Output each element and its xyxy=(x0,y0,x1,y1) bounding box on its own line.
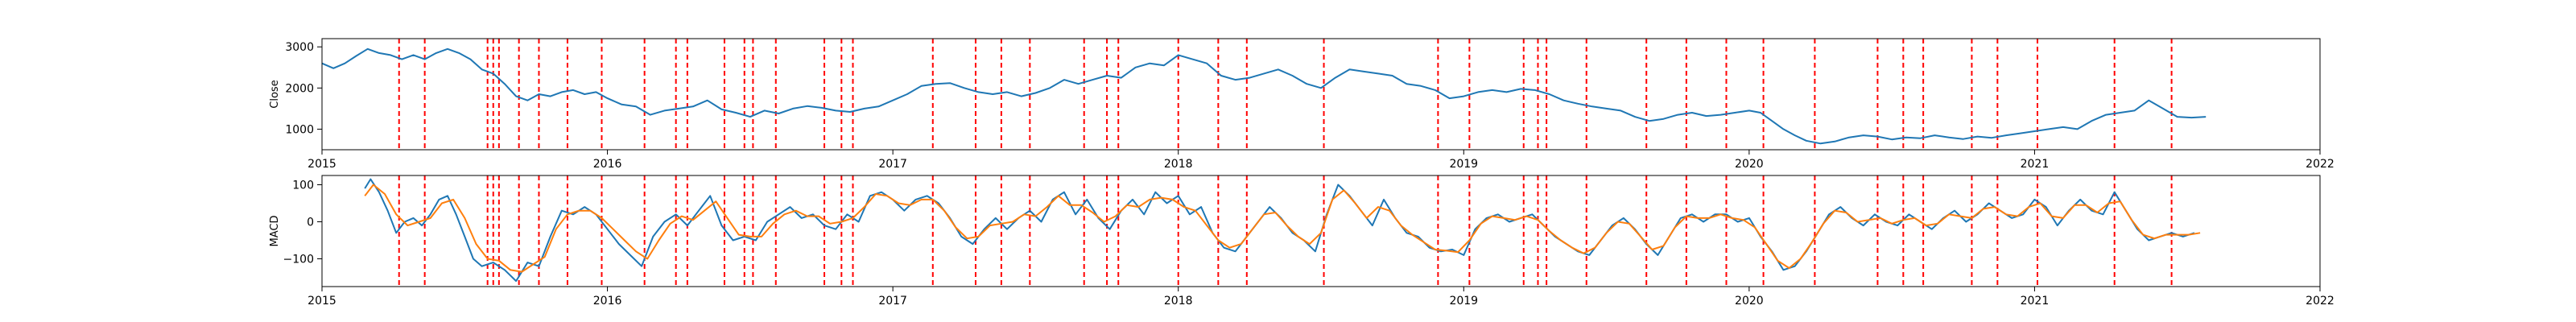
macd-x-tick-label: 2022 xyxy=(2306,295,2334,308)
close-price-panel: 2015 2016 2017 2018 2019 2020 2021 2022 1000 200… xyxy=(269,38,2334,171)
macd-panel: 2015 2016 2017 2018 2019 2020 2021 2022 −100 0 10… xyxy=(269,175,2334,308)
close-x-tick-label: 2020 xyxy=(1735,158,1764,171)
close-x-axis: 2015 2016 2017 2018 2019 2020 2021 2022 xyxy=(308,150,2334,171)
macd-x-tick-label: 2018 xyxy=(1164,295,1193,308)
close-x-tick-label: 2022 xyxy=(2306,158,2334,171)
macd-x-tick-label: 2017 xyxy=(878,295,907,308)
macd-y-tick-label: 100 xyxy=(292,180,314,192)
macd-y-axis-label: MACD xyxy=(269,216,281,247)
close-x-tick-label: 2019 xyxy=(1449,158,1478,171)
macd-plot-frame xyxy=(321,175,2321,287)
close-x-tick-label: 2017 xyxy=(878,158,907,171)
close-y-axis-label: Close xyxy=(269,80,281,108)
macd-x-tick-label: 2015 xyxy=(308,295,336,308)
macd-x-axis: 2015 2016 2017 2018 2019 2020 2021 2022 xyxy=(308,287,2334,308)
close-series xyxy=(321,47,2207,145)
close-plot-frame xyxy=(321,38,2321,151)
macd-y-tick-label: −100 xyxy=(283,254,314,266)
macd-series xyxy=(364,178,2201,283)
close-y-tick-label: 3000 xyxy=(285,41,314,54)
macd-y-axis: −100 0 100 xyxy=(283,180,322,266)
close-y-axis: 1000 2000 3000 xyxy=(285,41,322,136)
close-x-tick-label: 2016 xyxy=(593,158,622,171)
macd-event-lines xyxy=(398,175,2173,287)
close-y-tick-label: 2000 xyxy=(285,82,314,95)
macd-x-tick-label: 2020 xyxy=(1735,295,1764,308)
macd-y-tick-label: 0 xyxy=(307,217,314,229)
close-x-tick-label: 2015 xyxy=(308,158,336,171)
macd-x-tick-label: 2016 xyxy=(593,295,622,308)
close-x-tick-label: 2021 xyxy=(2021,158,2050,171)
close-y-tick-label: 1000 xyxy=(285,123,314,136)
close-series-line-0 xyxy=(321,47,2207,145)
macd-series-line-1 xyxy=(364,184,2201,273)
macd-x-tick-label: 2019 xyxy=(1449,295,1478,308)
macd-x-tick-label: 2021 xyxy=(2021,295,2050,308)
close-x-tick-label: 2018 xyxy=(1164,158,1193,171)
close-event-lines xyxy=(398,39,2173,150)
